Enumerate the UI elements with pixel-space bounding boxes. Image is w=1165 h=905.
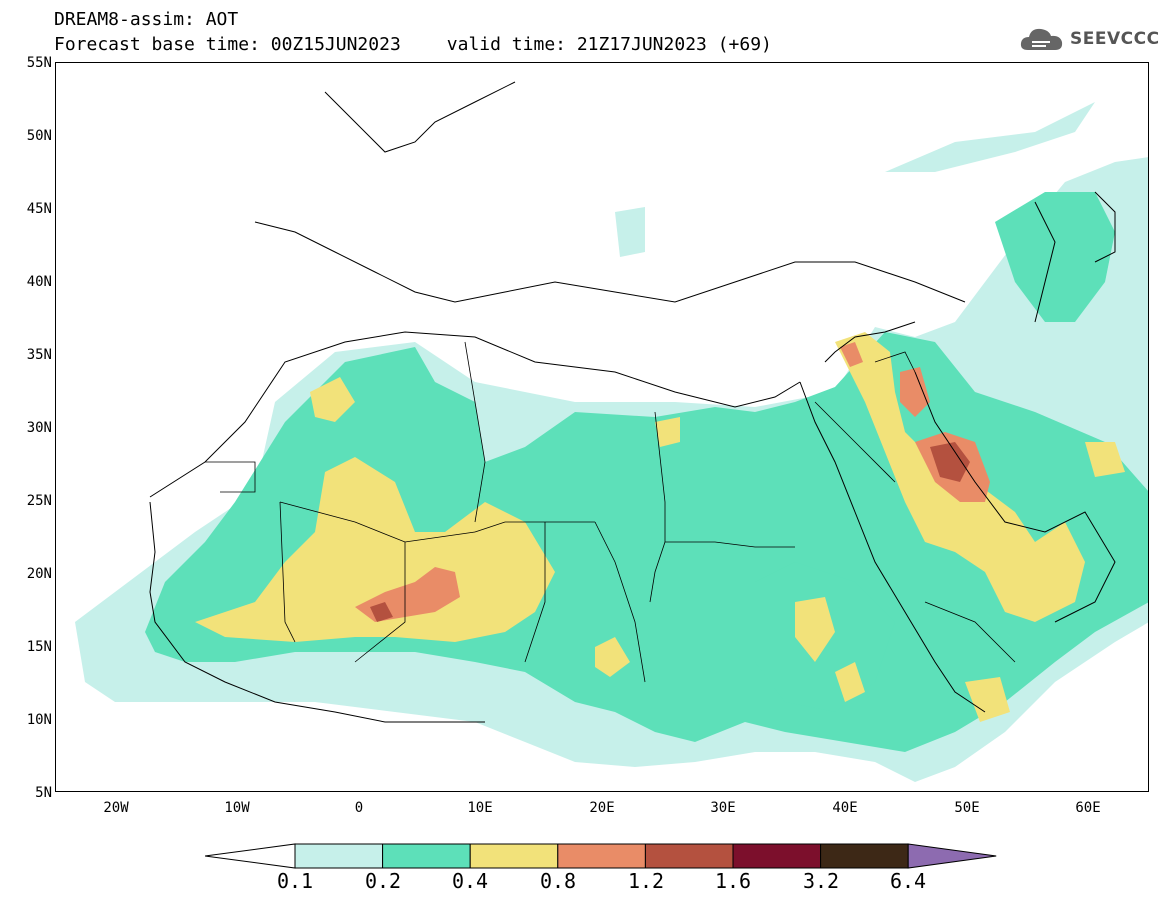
lat-tick: 50N (26, 128, 52, 144)
lon-tick: 0 (354, 800, 364, 816)
lon-tick: 20E (589, 800, 615, 816)
colorbar-over-arrow (907, 843, 997, 869)
lat-tick: 15N (26, 639, 52, 655)
lat-tick: 10N (26, 712, 52, 728)
lon-tick: 30E (710, 800, 736, 816)
colorbar-segment (557, 843, 646, 869)
lat-tick: 55N (26, 55, 52, 71)
lon-tick: 40E (832, 800, 858, 816)
colorbar-segment (820, 843, 909, 869)
aot-map (75, 81, 1149, 782)
lat-tick: 45N (26, 201, 52, 217)
colorbar-segment (644, 843, 734, 869)
colorbar-label: 6.4 (889, 869, 927, 893)
lat-tick: 5N (35, 785, 52, 801)
colorbar-label: 1.2 (627, 869, 665, 893)
lat-tick: 30N (26, 420, 52, 436)
lat-tick: 20N (26, 566, 52, 582)
lat-tick: 40N (26, 274, 52, 290)
lon-tick: 10W (224, 800, 250, 816)
lon-tick: 60E (1075, 800, 1101, 816)
coastlines (149, 81, 1116, 723)
logo-text: SEEVCCC (1070, 29, 1160, 49)
lat-tick: 25N (26, 493, 52, 509)
colorbar-segment (382, 843, 471, 869)
aot-layer-1.2 (370, 442, 970, 622)
colorbar-label: 0.2 (364, 869, 402, 893)
colorbar-segment (732, 843, 822, 869)
colorbar (205, 843, 997, 869)
colorbar-label: 0.4 (451, 869, 489, 893)
colorbar-under-arrow (205, 843, 296, 869)
map-title: DREAM8-assim: AOT (54, 9, 239, 30)
seevccc-logo: SEEVCCC (1018, 24, 1160, 54)
country-borders (205, 341, 1016, 683)
colorbar-label: 0.8 (539, 869, 577, 893)
map-frame (55, 62, 1149, 792)
lon-tick: 50E (954, 800, 980, 816)
lon-tick: 10E (467, 800, 493, 816)
forecast-base-time: Forecast base time: 00Z15JUN2023 (54, 34, 401, 55)
forecast-times: Forecast base time: 00Z15JUN2023 valid ti… (54, 35, 772, 55)
lon-tick: 20W (103, 800, 129, 816)
colorbar-label: 0.1 (276, 869, 314, 893)
valid-time: valid time: 21Z17JUN2023 (+69) (446, 34, 772, 55)
colorbar-segment (469, 843, 559, 869)
cloud-icon (1020, 28, 1063, 50)
colorbar-label: 1.6 (714, 869, 752, 893)
colorbar-label: 3.2 (802, 869, 840, 893)
colorbar-segment (294, 843, 384, 869)
lat-tick: 35N (26, 347, 52, 363)
